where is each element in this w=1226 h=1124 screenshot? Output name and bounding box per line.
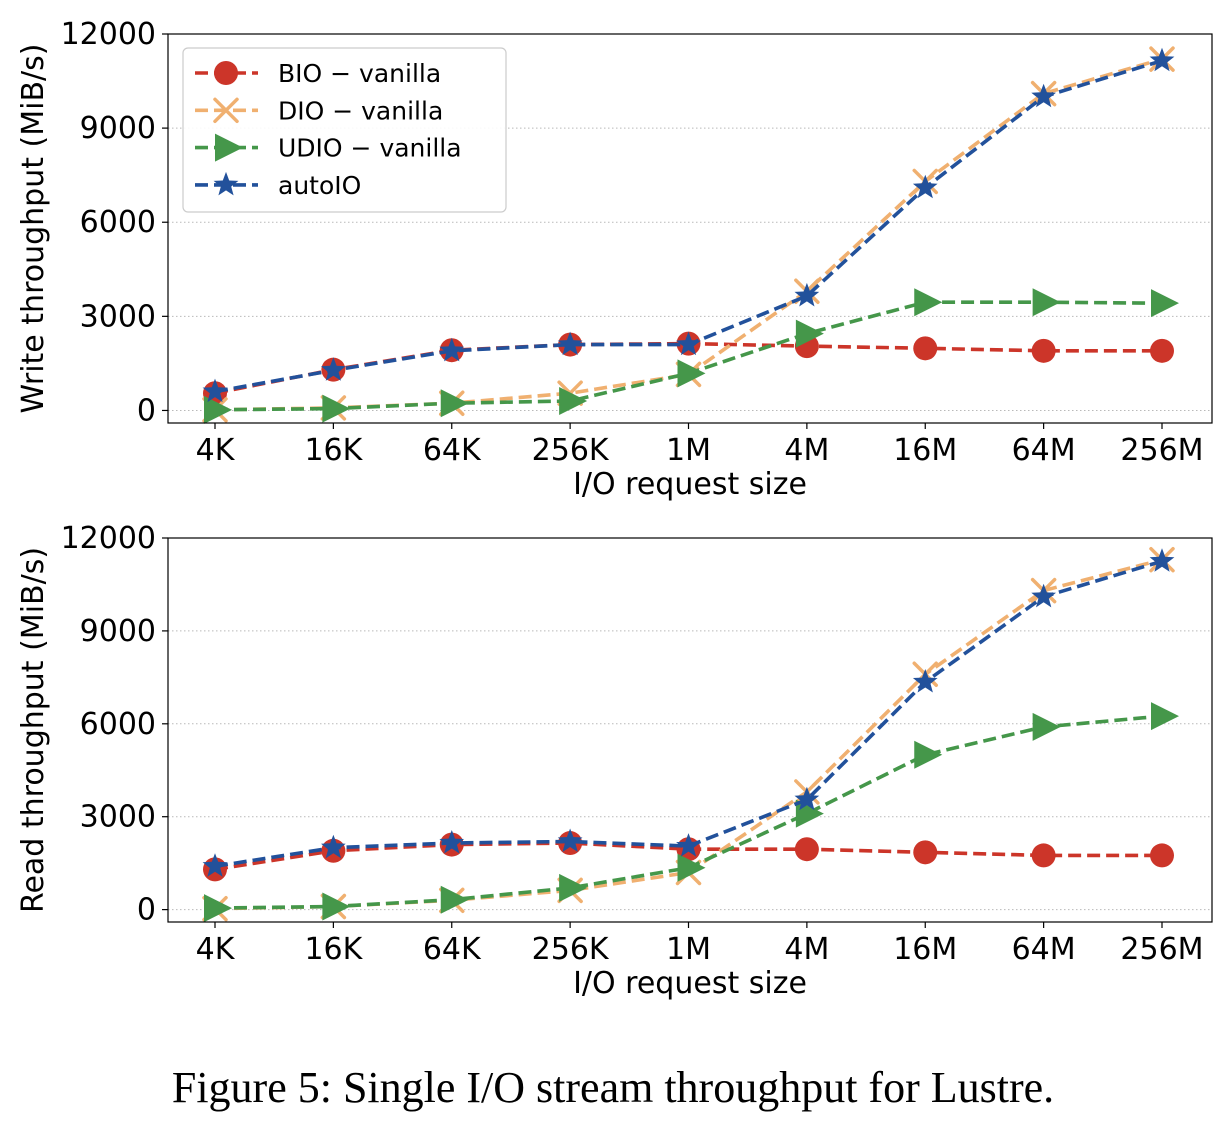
- plot-frame: [167, 33, 1213, 424]
- data-point-bio-vanilla: [913, 336, 938, 361]
- data-point-udio-vanilla: [440, 885, 469, 914]
- figure-caption: Figure 5: Single I/O stream throughput f…: [171, 1063, 1055, 1112]
- data-point-udio-vanilla: [914, 740, 943, 769]
- y-tick-label: 6000: [80, 707, 156, 742]
- y-tick-label: 0: [137, 893, 156, 928]
- data-point-autoio: [439, 830, 465, 854]
- data-point-udio-vanilla: [1151, 702, 1179, 731]
- plot-frame: [167, 537, 1213, 923]
- data-point-udio-vanilla: [559, 873, 588, 902]
- data-point-autoio: [1031, 583, 1056, 608]
- data-point-udio-vanilla: [559, 387, 588, 416]
- x-tick-label: 256K: [532, 932, 610, 967]
- data-point-udio-vanilla: [1151, 289, 1179, 318]
- x-tick-label: 1M: [666, 433, 711, 468]
- data-point-autoio: [202, 378, 228, 403]
- data-point-udio-vanilla: [204, 395, 232, 424]
- x-tick-label: 256M: [1120, 433, 1203, 468]
- data-point-autoio: [1149, 47, 1175, 72]
- y-tick-label: 3000: [80, 800, 156, 835]
- y-tick-label: 9000: [80, 614, 156, 649]
- data-point-udio-vanilla: [914, 288, 943, 317]
- y-axis-label: Read throughput (MiB/s): [16, 547, 51, 913]
- series-line-udio-vanilla: [214, 714, 1163, 910]
- x-axis-label: I/O request size: [573, 467, 807, 502]
- x-tick-label: 256M: [1120, 932, 1203, 967]
- legend-label-udio-vanilla: UDIO − vanilla: [278, 134, 462, 163]
- data-point-autoio: [676, 331, 701, 356]
- legend-box: [182, 47, 507, 213]
- x-tick-label: 16M: [893, 433, 957, 468]
- x-tick-label: 1M: [666, 932, 711, 967]
- figure: 0 3000 6000 9000 12000 4K 16K 64K 256K 1M 4M 16M 64M…: [16, 17, 1213, 1001]
- data-point-autoio: [1149, 548, 1175, 572]
- data-point-udio-vanilla: [677, 853, 706, 882]
- data-point-autoio: [794, 282, 820, 307]
- data-point-udio-vanilla: [677, 359, 706, 388]
- data-point-autoio: [912, 669, 938, 693]
- data-point-bio-vanilla: [913, 840, 938, 865]
- x-tick-label: 256K: [532, 433, 610, 468]
- x-tick-label: 4K: [196, 932, 236, 967]
- series-line-udio-vanilla: [214, 300, 1163, 412]
- data-point-udio-vanilla: [1032, 712, 1061, 741]
- data-point-autoio: [321, 834, 346, 859]
- x-tick-label: 16M: [893, 932, 957, 967]
- data-point-bio-vanilla: [794, 837, 819, 862]
- data-point-autoio: [557, 828, 583, 852]
- legend-marker-dio-vanilla: [213, 97, 239, 124]
- data-point-udio-vanilla: [322, 394, 351, 423]
- data-point-udio-vanilla: [1032, 288, 1061, 317]
- data-point-udio-vanilla: [204, 894, 232, 923]
- write-throughput-chart: 0 3000 6000 9000 12000 4K 16K 64K 256K 1M 4M 16M 64M…: [16, 17, 1213, 502]
- y-tick-label: 3000: [80, 299, 156, 334]
- y-tick-label: 9000: [80, 111, 156, 146]
- legend-label-dio-vanilla: DIO − vanilla: [278, 96, 443, 125]
- legend-marker-bio-vanilla: [214, 61, 238, 85]
- x-axis-label: I/O request size: [573, 966, 807, 1001]
- x-tick-label: 64M: [1012, 932, 1076, 967]
- data-point-bio-vanilla: [1031, 843, 1056, 868]
- y-tick-label: 12000: [61, 17, 156, 52]
- data-point-udio-vanilla: [440, 389, 469, 418]
- data-point-autoio: [321, 357, 346, 381]
- y-tick-label: 6000: [80, 205, 156, 240]
- data-point-autoio: [912, 174, 938, 199]
- y-axis-label: Write throughput (MiB/s): [16, 44, 51, 414]
- legend-marker-udio-vanilla: [215, 133, 243, 162]
- x-tick-label: 4M: [784, 932, 829, 967]
- legend-marker-autoio: [213, 171, 239, 196]
- x-tick-label: 64K: [423, 433, 482, 468]
- data-point-bio-vanilla: [1150, 843, 1174, 868]
- x-tick-label: 64K: [423, 932, 482, 967]
- data-point-autoio: [202, 853, 228, 877]
- x-tick-label: 16K: [304, 433, 363, 468]
- data-point-autoio: [439, 337, 465, 362]
- data-point-bio-vanilla: [1031, 338, 1056, 363]
- read-throughput-chart: 0 3000 6000 9000 12000 4K 16K 64K 256K 1M 4M 16M 64M…: [16, 521, 1213, 1001]
- data-point-autoio: [557, 331, 583, 356]
- x-tick-label: 64M: [1012, 433, 1076, 468]
- data-point-autoio: [794, 786, 820, 811]
- legend: BIO − vanilla DIO − vanilla UDIO − vanilla…: [182, 47, 507, 213]
- x-tick-label: 4K: [196, 433, 236, 468]
- y-tick-label: 0: [137, 393, 156, 428]
- x-tick-label: 16K: [304, 932, 363, 967]
- data-point-autoio: [1031, 83, 1056, 108]
- data-point-bio-vanilla: [1150, 338, 1174, 363]
- legend-label-autoio: autoIO: [278, 171, 361, 200]
- data-point-udio-vanilla: [795, 319, 824, 348]
- legend-label-bio-vanilla: BIO − vanilla: [278, 59, 441, 88]
- x-tick-label: 4M: [784, 433, 829, 468]
- y-tick-label: 12000: [61, 521, 156, 556]
- data-point-udio-vanilla: [322, 892, 351, 921]
- data-point-autoio: [676, 833, 701, 857]
